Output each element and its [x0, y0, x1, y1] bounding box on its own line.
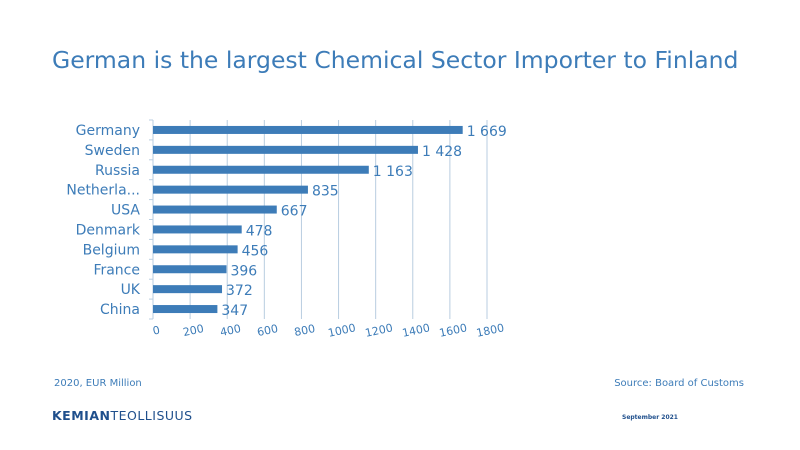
x-tick-label: 0 — [151, 323, 161, 337]
value-label: 835 — [312, 184, 339, 200]
logo-bold-text: KEMIAN — [52, 408, 111, 423]
x-tick-label: 1600 — [438, 321, 468, 340]
category-label: Germany — [76, 123, 140, 139]
category-label: USA — [111, 203, 140, 219]
x-tick-label: 1000 — [327, 321, 357, 340]
bar — [153, 145, 418, 154]
bar — [153, 285, 223, 294]
x-tick-label: 1400 — [401, 321, 431, 340]
bar — [153, 305, 218, 314]
value-label: 1 669 — [467, 124, 507, 140]
category-label: Netherla... — [66, 183, 140, 199]
value-label: 372 — [226, 283, 253, 299]
value-label: 478 — [246, 223, 273, 239]
publication-date: September 2021 — [622, 414, 678, 421]
category-label: Sweden — [85, 143, 140, 159]
category-label: Belgium — [83, 242, 140, 258]
chart-title: German is the largest Chemical Sector Im… — [52, 46, 739, 74]
x-tick-label: 400 — [219, 322, 242, 339]
bar — [153, 125, 463, 134]
bar — [153, 225, 242, 234]
units-note: 2020, EUR Million — [54, 378, 142, 389]
x-tick-label: 600 — [256, 322, 279, 339]
value-label: 396 — [230, 263, 257, 279]
category-label: China — [100, 302, 140, 318]
value-label: 347 — [221, 303, 248, 319]
logo-normal-text: TEOLLISUUS — [110, 408, 193, 423]
bar — [153, 205, 277, 214]
value-label: 667 — [281, 204, 308, 220]
bar — [153, 265, 227, 274]
category-label: France — [93, 262, 140, 278]
value-label: 456 — [242, 243, 269, 259]
value-label: 1 163 — [373, 164, 413, 180]
bar — [153, 185, 308, 194]
category-label: UK — [121, 282, 141, 298]
x-tick-label: 200 — [182, 322, 205, 339]
company-logo: KEMIANTEOLLISUUS — [52, 408, 193, 423]
bar — [153, 165, 369, 174]
category-label: Russia — [95, 163, 140, 179]
x-tick-label: 1200 — [364, 321, 394, 340]
category-label: Denmark — [76, 222, 141, 238]
x-tick-label: 800 — [293, 322, 316, 339]
value-label: 1 428 — [422, 144, 462, 160]
x-tick-label: 1800 — [475, 321, 505, 340]
bar — [153, 245, 238, 254]
source-note: Source: Board of Customs — [614, 378, 744, 389]
